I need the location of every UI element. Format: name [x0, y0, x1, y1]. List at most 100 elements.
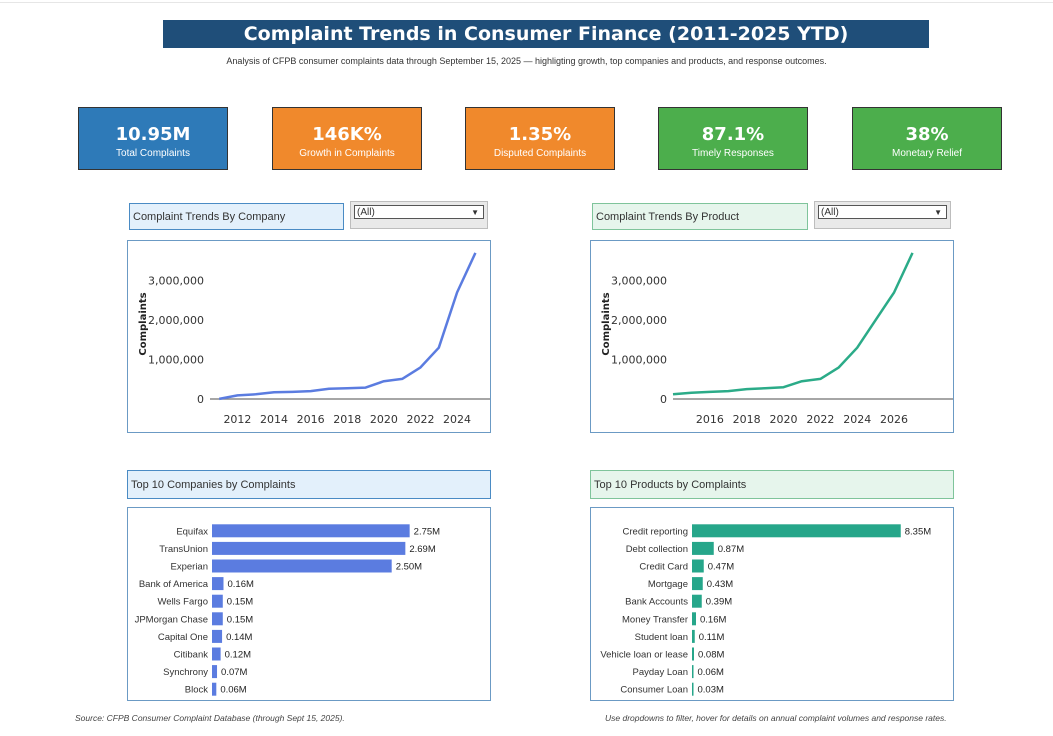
product-trend-line-chart[interactable]: 0 1,000,000 2,000,000 3,000,000 2016 2018 2020… [591, 241, 955, 434]
series-point[interactable] [253, 392, 258, 397]
series-point[interactable] [873, 318, 878, 323]
bar[interactable] [692, 577, 703, 591]
series-line[interactable] [672, 252, 914, 396]
kpi-disputed-complaints[interactable]: 1.35% Disputed Complaints [465, 107, 615, 170]
x-tick-label: 2016 [696, 413, 724, 426]
series-point[interactable] [781, 385, 786, 390]
series-point[interactable] [799, 379, 804, 384]
dashboard-subtitle: Analysis of CFPB consumer complaints dat… [226, 56, 827, 66]
product-trend-chart-panel: 0 1,000,000 2,000,000 3,000,000 2016 2018 2020… [590, 240, 954, 433]
series-point[interactable] [910, 250, 915, 255]
x-tick-label: 2018 [333, 413, 361, 426]
bar[interactable] [692, 682, 694, 696]
bar[interactable] [212, 629, 223, 643]
category-label: Money Transfer [622, 614, 688, 625]
series-point[interactable] [418, 365, 423, 370]
company-trend-line-chart[interactable]: 0 1,000,000 2,000,000 3,000,000 2012 2014 2016… [128, 241, 492, 434]
bar-value-label: 0.06M [698, 667, 724, 678]
company-trend-header: Complaint Trends By Company [129, 203, 344, 230]
bar-value-label: 8.35M [905, 526, 931, 537]
category-label: Citibank [174, 650, 209, 661]
top-products-chart-panel: Credit reporting 8.35M Debt collection 0.87… [590, 507, 954, 701]
product-filter-dropdown[interactable]: (All) ▼ [814, 201, 951, 229]
dashboard-title: Complaint Trends in Consumer Finance (20… [163, 20, 929, 48]
bar[interactable] [692, 612, 696, 626]
bar[interactable] [212, 682, 217, 696]
bar[interactable] [212, 541, 406, 555]
kpi-growth-in-complaints[interactable]: 146K% Growth in Complaints [272, 107, 422, 170]
series-line[interactable] [218, 252, 477, 401]
x-tick-label: 2020 [770, 413, 798, 426]
bar-value-label: 0.87M [718, 544, 744, 555]
top-companies-bar-chart[interactable]: Equifax 2.75M TransUnion 2.69M Experian 2.50M… [128, 508, 492, 702]
bar[interactable] [212, 559, 392, 573]
category-label: Wells Fargo [157, 597, 208, 608]
kpi-value: 146K% [312, 124, 382, 145]
series-point[interactable] [455, 290, 460, 295]
bar[interactable] [212, 612, 223, 626]
bar[interactable] [692, 665, 694, 679]
series-point[interactable] [726, 389, 731, 394]
product-filter-select[interactable]: (All) ▼ [818, 205, 947, 219]
bar[interactable] [692, 594, 702, 608]
category-label: Equifax [176, 526, 208, 537]
bar[interactable] [212, 665, 218, 679]
series-point[interactable] [436, 345, 441, 350]
top-products-bar-chart[interactable]: Credit reporting 8.35M Debt collection 0.87… [591, 508, 955, 702]
series-point[interactable] [473, 250, 478, 255]
y-tick-label: 2,000,000 [148, 314, 204, 327]
series-point[interactable] [326, 386, 331, 391]
series-point[interactable] [855, 345, 860, 350]
x-tick-label: 2012 [223, 413, 251, 426]
series-point[interactable] [363, 385, 368, 390]
bar-value-label: 0.06M [220, 685, 246, 696]
category-label: Synchrony [163, 667, 208, 678]
y-axis-label: Complaints [138, 292, 149, 355]
series-point[interactable] [836, 365, 841, 370]
series-point[interactable] [818, 376, 823, 381]
series-point[interactable] [308, 389, 313, 394]
category-label: Credit Card [639, 562, 688, 573]
series-point[interactable] [290, 389, 295, 394]
x-tick-label: 2022 [406, 413, 434, 426]
bar[interactable] [692, 647, 694, 661]
series-point[interactable] [892, 290, 897, 295]
bar[interactable] [692, 541, 714, 555]
series-point[interactable] [381, 379, 386, 384]
company-filter-select[interactable]: (All) ▼ [354, 205, 484, 219]
series-point[interactable] [400, 376, 405, 381]
company-filter-dropdown[interactable]: (All) ▼ [350, 201, 488, 229]
kpi-value: 38% [905, 124, 949, 145]
bar-value-label: 0.11M [699, 632, 725, 643]
series-point[interactable] [671, 392, 676, 397]
kpi-monetary-relief[interactable]: 38% Monetary Relief [852, 107, 1002, 170]
kpi-label: Total Complaints [116, 148, 190, 159]
kpi-timely-responses[interactable]: 87.1% Timely Responses [658, 107, 808, 170]
bar-value-label: 0.16M [228, 579, 254, 590]
bar-value-label: 0.12M [225, 650, 251, 661]
series-point[interactable] [707, 389, 712, 394]
bar[interactable] [212, 594, 223, 608]
bar[interactable] [212, 577, 224, 591]
bar[interactable] [692, 629, 695, 643]
bar[interactable] [212, 524, 410, 538]
series-point[interactable] [217, 396, 222, 401]
bar[interactable] [212, 647, 221, 661]
series-point[interactable] [763, 386, 768, 391]
product-filter-value: (All) [821, 207, 839, 218]
bar-value-label: 0.15M [227, 614, 253, 625]
series-point[interactable] [689, 390, 694, 395]
series-point[interactable] [272, 390, 277, 395]
category-label: Experian [171, 562, 209, 573]
kpi-total-complaints[interactable]: 10.95M Total Complaints [78, 107, 228, 170]
bar-value-label: 0.47M [708, 562, 734, 573]
series-point[interactable] [235, 393, 240, 398]
series-point[interactable] [744, 387, 749, 392]
y-tick-label: 2,000,000 [611, 314, 667, 327]
y-tick-label: 0 [197, 393, 204, 406]
bar[interactable] [692, 524, 901, 538]
x-tick-label: 2016 [297, 413, 325, 426]
bar[interactable] [692, 559, 704, 573]
series-point[interactable] [345, 386, 350, 391]
bar-value-label: 0.14M [226, 632, 252, 643]
